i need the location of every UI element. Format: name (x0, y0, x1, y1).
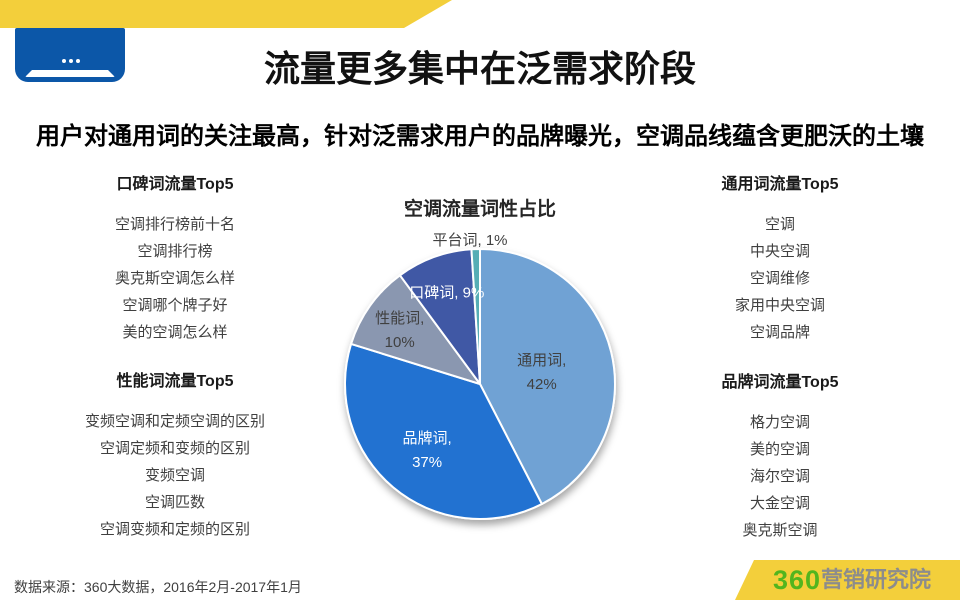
list-item: 空调排行榜前十名 (114, 216, 235, 233)
list-item: 奥克斯空调怎么样 (114, 270, 235, 287)
list-item: 美的空调怎么样 (122, 324, 228, 341)
data-source-note: 数据来源：360大数据，2016年2月-2017年1月 (14, 579, 302, 595)
list-item: 空调 (764, 216, 795, 233)
list-item: 空调变频和定频的区别 (99, 521, 250, 538)
ac-indicator-dots (62, 59, 80, 63)
list-item: 变频空调和定频空调的区别 (84, 413, 265, 430)
list-item: 中央空调 (749, 243, 810, 260)
tongyong-list-title: 通用词流量Top5 (721, 176, 839, 193)
koubei-list-title: 口碑词流量Top5 (116, 176, 234, 193)
koubei-list-items: 空调排行榜前十名 空调排行榜 奥克斯空调怎么样 空调哪个牌子好 美的空调怎么样 (25, 211, 325, 346)
pie-chart: 通用词, 42% 品牌词, 37% 性能词, 10% 口碑词, 9% 平台词, 1% (330, 196, 630, 536)
list-item: 奥克斯空调 (742, 522, 818, 539)
pinpai-list-items: 格力空调 美的空调 海尔空调 大金空调 奥克斯空调 (630, 409, 930, 544)
ac-vent (25, 70, 115, 77)
subtitle: 用户对通用词的关注最高，针对泛需求用户的品牌曝光，空调品线蕴含更肥沃的土壤 (36, 123, 924, 150)
list-item: 空调排行榜 (137, 243, 213, 260)
air-conditioner-icon (15, 28, 125, 82)
pie-data-label-通用词: 通用词, 42% (517, 352, 566, 393)
top-accent-band (0, 0, 452, 28)
pie-slice-品牌词 (344, 342, 543, 520)
xingneng-list-items: 变频空调和定频空调的区别 空调定频和变频的区别 变频空调 空调匹数 空调变频和定… (25, 408, 325, 543)
list-item: 海尔空调 (749, 468, 810, 485)
tongyong-word-list: 通用词流量Top5 空调 中央空调 空调维修 家用中央空调 空调品牌 (630, 174, 930, 346)
list-item: 空调哪个牌子好 (122, 297, 228, 314)
list-item: 格力空调 (749, 414, 810, 431)
list-item: 家用中央空调 (734, 297, 825, 314)
logo-banner: 360 营销研究院 (735, 560, 960, 600)
pie-data-label-品牌词: 品牌词, 37% (403, 430, 452, 471)
list-item: 空调定频和变频的区别 (99, 440, 250, 457)
xingneng-list-title: 性能词流量Top5 (116, 373, 234, 390)
list-item: 大金空调 (749, 495, 810, 512)
list-item: 空调匹数 (144, 494, 205, 511)
list-item: 美的空调 (749, 441, 810, 458)
logo-360: 360 (772, 565, 822, 595)
pie-data-label-口碑词: 口碑词, 9% (409, 285, 484, 302)
pie-chart-title: 空调流量词性占比 (403, 199, 556, 220)
pie-data-label-性能词: 性能词, 10% (375, 310, 424, 351)
pie-chart-svg: 通用词, 42% 品牌词, 37% 性能词, 10% 口碑词, 9% 平台词, 1% (344, 232, 616, 520)
pinpai-word-list: 品牌词流量Top5 格力空调 美的空调 海尔空调 大金空调 奥克斯空调 (630, 372, 930, 544)
page-title: 流量更多集中在泛需求阶段 (263, 48, 696, 89)
pie-slice-通用词 (479, 248, 616, 505)
pinpai-list-title: 品牌词流量Top5 (721, 374, 839, 391)
list-item: 空调品牌 (749, 324, 810, 341)
koubei-word-list: 口碑词流量Top5 空调排行榜前十名 空调排行榜 奥克斯空调怎么样 空调哪个牌子… (25, 174, 325, 346)
xingneng-word-list: 性能词流量Top5 变频空调和定频空调的区别 空调定频和变频的区别 变频空调 空… (25, 371, 325, 543)
pie-slice-平台词 (470, 247, 481, 385)
pie-slice-性能词 (350, 274, 481, 385)
pie-data-label-平台词: 平台词, 1% (432, 232, 507, 249)
tongyong-list-items: 空调 中央空调 空调维修 家用中央空调 空调品牌 (630, 211, 930, 346)
logo-suffix-text: 营销研究院 (821, 567, 932, 592)
list-item: 变频空调 (144, 467, 205, 484)
list-item: 空调维修 (749, 270, 810, 287)
